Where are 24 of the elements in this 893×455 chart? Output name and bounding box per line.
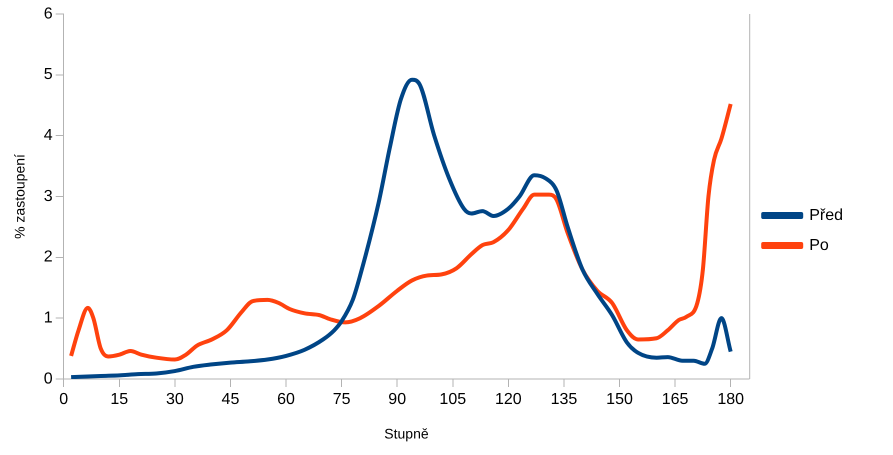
x-tick-label: 105	[439, 391, 466, 408]
y-tick-label: 5	[44, 66, 53, 84]
x-tick-label: 0	[59, 391, 68, 408]
y-tick-label: 1	[44, 310, 53, 327]
x-tick-label: 30	[166, 391, 184, 408]
x-axis-title: Stupně	[384, 425, 429, 442]
x-tick-label: 135	[550, 391, 578, 408]
legend-label: Před	[809, 206, 843, 224]
x-tick-label: 90	[388, 391, 406, 408]
y-tick-label: 0	[44, 370, 53, 388]
y-tick-label: 3	[44, 188, 53, 205]
legend-label: Po	[809, 236, 829, 254]
x-tick-label: 165	[662, 391, 689, 408]
x-tick-label: 75	[332, 391, 351, 408]
x-tick-label: 150	[606, 391, 633, 408]
x-tick-label: 15	[110, 391, 128, 408]
y-tick-label: 6	[44, 5, 53, 22]
x-tick-label: 45	[222, 391, 240, 408]
x-tick-label: 60	[277, 391, 296, 408]
x-tick-label: 120	[495, 391, 522, 408]
y-tick-label: 2	[44, 248, 53, 266]
y-tick-label: 4	[44, 127, 53, 144]
y-axis-title: % zastoupení	[11, 154, 28, 239]
x-tick-label: 180	[717, 391, 744, 408]
